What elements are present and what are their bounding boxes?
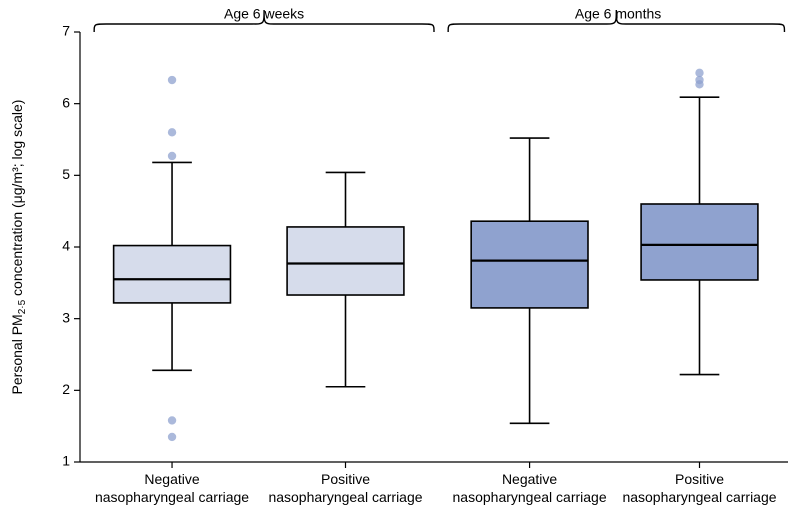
svg-text:Personal PM2·5 concentration (: Personal PM2·5 concentration (μg/m³; log… [9, 100, 28, 395]
y-tick-label: 6 [62, 94, 70, 110]
x-category-label: Positive [321, 471, 370, 487]
y-tick-label: 2 [62, 381, 70, 397]
outlier-point [168, 128, 176, 136]
y-tick-label: 1 [62, 453, 70, 469]
box [471, 221, 588, 308]
x-category-label: nasopharyngeal carriage [95, 489, 249, 505]
y-axis-title: Personal PM2·5 concentration (μg/m³; log… [9, 100, 28, 395]
box [641, 204, 758, 280]
x-category-label: Negative [502, 471, 557, 487]
y-tick-label: 7 [62, 23, 70, 39]
outlier-point [168, 433, 176, 441]
group-label: Age 6 months [575, 5, 661, 21]
x-category-label: Positive [675, 471, 724, 487]
outlier-point [168, 76, 176, 84]
box [114, 246, 231, 303]
outlier-point [695, 76, 703, 84]
y-tick-label: 5 [62, 166, 70, 182]
y-tick-label: 4 [62, 238, 70, 254]
x-category-label: nasopharyngeal carriage [622, 489, 776, 505]
outlier-point [168, 416, 176, 424]
boxplot-chart: 1 2 3 4 5 6 7 Personal PM2·5 concentration (μg/… [0, 0, 800, 530]
box [287, 227, 404, 295]
group-label: Age 6 weeks [224, 5, 304, 21]
outlier-point [168, 152, 176, 160]
outlier-point [695, 69, 703, 77]
y-tick-label: 3 [62, 309, 70, 325]
x-category-label: nasopharyngeal carriage [268, 489, 422, 505]
x-category-label: nasopharyngeal carriage [453, 489, 607, 505]
x-category-label: Negative [144, 471, 199, 487]
